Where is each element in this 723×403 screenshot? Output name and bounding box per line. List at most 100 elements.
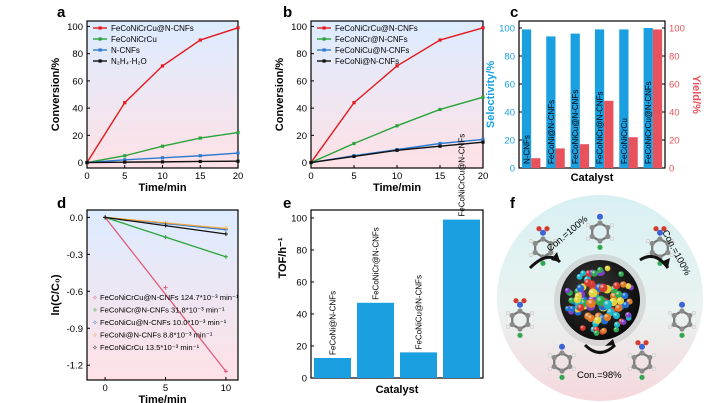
category-label-c: FeCoNiCu@N-CNFs (571, 90, 580, 164)
data-point-b-3 (481, 140, 485, 144)
y-tick-label-d: 0.0 (70, 213, 83, 224)
y-tick-label-b: 40 (296, 104, 307, 115)
atom-ball-shine (569, 305, 576, 312)
legend-label-b-0: FeCoNiCrCu@N-CNFs (335, 24, 418, 33)
bar-tof (400, 352, 437, 378)
reaction-arrow-bottom-head (605, 339, 615, 346)
bar-tof (443, 219, 480, 378)
atom-ball-shine (564, 287, 571, 294)
substituent-atom (555, 340, 561, 346)
y2-tick-label-c: 80 (669, 52, 680, 63)
charts: 0 5 10 15 20020406080100Time/minConversion/%… (50, 20, 702, 403)
y-axis-label-b: Conversion/% (274, 58, 286, 132)
carbon-atom (589, 233, 595, 240)
data-point-b-1 (438, 107, 442, 112)
legend-marker-a-0 (98, 26, 102, 30)
legend-marker-b-2 (322, 48, 326, 52)
atom-ball-shine (591, 270, 598, 277)
atom-ball-shine (588, 288, 598, 298)
y-tick-label-e: 0 (302, 374, 307, 385)
legend-marker-a-2 (98, 48, 102, 52)
halogen-atom (540, 260, 546, 266)
carbon-atom (649, 240, 655, 247)
y-tick-label-e: 100 (291, 214, 307, 225)
data-point-d-4 (223, 232, 228, 237)
y-tick-label-e: 60 (296, 278, 307, 289)
data-point-b-3 (309, 160, 313, 165)
y-tick-label-a: 60 (72, 76, 83, 87)
x-tick-label-b: 15 (435, 171, 446, 182)
hydrogen-atom (667, 310, 672, 316)
legend-marker-d-0: ✧ (92, 294, 98, 302)
y-tick-label-a: 0 (78, 158, 83, 169)
hydrogen-atom (667, 324, 672, 330)
series-line-d-0 (104, 216, 227, 372)
data-point-d-4 (163, 223, 168, 228)
panel-label-a: a (57, 4, 66, 21)
halogen-atom (559, 374, 565, 380)
atom-ball-shine (604, 265, 611, 272)
nitrogen-atom (597, 213, 603, 220)
x-axis-label-b: Time/min (373, 182, 421, 194)
x-tick-label-b: 5 (351, 171, 356, 182)
carbon-atom (567, 363, 573, 370)
axes-frame-c (518, 20, 666, 169)
data-point-a-0 (198, 38, 202, 42)
y-tick-label-d: -1.2 (67, 361, 83, 372)
bar-selectivity (643, 28, 653, 168)
atom-ball-shine (625, 311, 632, 318)
axes-frame-e (310, 209, 484, 379)
hydrogen-atom (505, 310, 510, 316)
hydrogen-atom (530, 324, 535, 330)
data-point-a-0 (160, 64, 165, 68)
substituent-atom (544, 226, 550, 232)
hydrogen-atom (627, 352, 632, 358)
bar-selectivity (521, 29, 532, 169)
data-point-a-3 (198, 159, 202, 164)
carbon-atom (665, 249, 671, 256)
atom-ball-shine (593, 316, 602, 324)
bar-yield (652, 29, 663, 169)
legend-label-d-1: FeCoNiCr@N-CNFs 31.8*10⁻³ min⁻¹ (100, 306, 225, 315)
hydrogen-atom (528, 238, 533, 244)
halogen-atom (597, 244, 603, 250)
y2-tick-label-c: 20 (669, 136, 680, 147)
carbon-atom (687, 312, 693, 319)
carbon-atom (509, 321, 515, 328)
data-point-b-0 (395, 64, 399, 68)
nitrogen-atom (559, 343, 565, 350)
y-tick-label-b: 60 (296, 76, 307, 87)
category-label-c: N-CNFs (523, 135, 532, 164)
carbon-atom (559, 350, 565, 356)
legend-marker-b-3 (322, 59, 326, 63)
data-point-d-0 (223, 369, 228, 374)
atom-ball-shine (603, 299, 613, 309)
data-point-b-3 (395, 148, 399, 152)
atom-ball-shine (587, 314, 595, 322)
hydrogen-atom (505, 324, 510, 330)
substituent-atom (653, 226, 659, 232)
catalyst-sphere (554, 254, 646, 346)
x-tick-label-d: 0 (102, 383, 107, 394)
y-tick-label-b: 0 (302, 158, 307, 169)
atom-ball-shine (586, 298, 596, 308)
category-label-c: FeCoNiCr@N-CNFs (596, 91, 605, 164)
data-point-a-0 (123, 101, 127, 105)
x-tick-label-b: 0 (308, 171, 313, 182)
category-label-e: FeCoNiCr@N-CNFs (372, 227, 381, 300)
carbon-atom (597, 220, 603, 226)
hydrogen-atom (692, 324, 697, 330)
data-point-d-1 (223, 254, 228, 259)
legend-marker-a-3 (98, 59, 102, 63)
carbon-atom (687, 321, 693, 328)
y-tick-label-e: 40 (296, 310, 307, 321)
hydrogen-atom (670, 238, 675, 244)
bar-tof (314, 358, 351, 378)
substituent-atom (593, 210, 599, 216)
atom-ball-shine (625, 283, 632, 289)
bar-selectivity (546, 36, 556, 169)
legend-label-a-2: N-CNFs (111, 46, 140, 55)
legend-marker-d-1: ✧ (92, 307, 98, 315)
legend-label-a-3: N₂H₄·H₂O (111, 57, 147, 66)
data-point-b-0 (481, 26, 485, 30)
